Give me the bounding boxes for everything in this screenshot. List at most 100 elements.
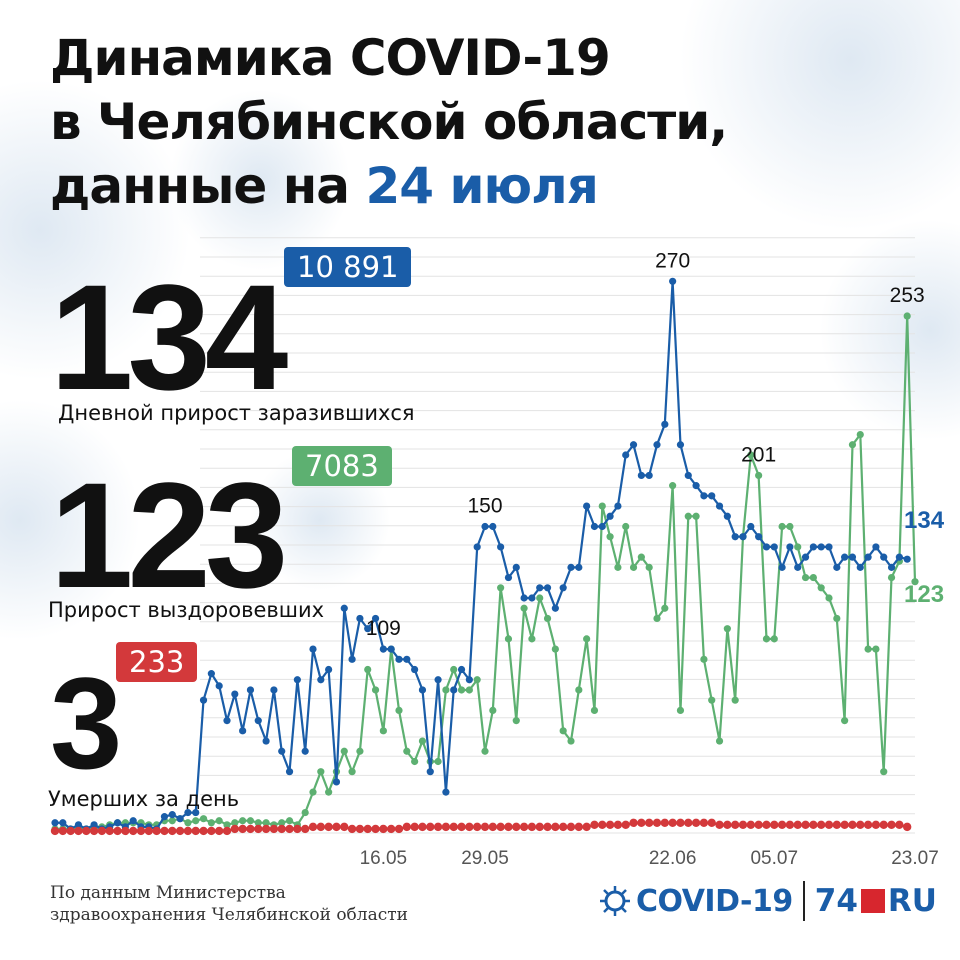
data-point [441,822,451,832]
data-point [481,522,489,531]
data-point [418,737,427,745]
data-point [450,686,458,694]
data-point [879,820,888,830]
data-point [551,645,559,653]
data-point [128,826,138,836]
data-point [207,670,215,678]
data-point [817,543,825,551]
data-point [755,533,763,541]
data-point [669,277,677,285]
data-point [817,584,825,592]
data-point [536,594,544,602]
data-point [434,757,442,766]
data-point [317,768,325,776]
data-point [746,820,756,830]
data-point [402,822,412,832]
data-point [637,553,645,561]
covid19-74ru-logo[interactable]: COVID-19 74 RU [598,878,937,924]
data-point [239,727,247,735]
data-point [715,502,724,510]
data-point [496,822,505,832]
data-label: 201 [741,443,776,466]
data-point [457,665,466,674]
data-point [684,512,692,520]
data-point [755,471,763,480]
infected-label: Дневной прирост заразившихся [58,401,415,425]
data-point [442,788,450,796]
infected-total-badge: 10 891 [284,247,412,287]
data-point [262,737,270,745]
data-point [700,655,708,663]
data-point [794,563,802,571]
data-point [637,471,645,480]
data-point [261,824,271,834]
data-point [864,553,872,561]
data-point [872,645,880,653]
x-tick-label: 05.07 [750,848,798,869]
data-point [223,717,231,725]
data-point [105,826,114,836]
data-point [856,430,864,439]
data-point [551,604,559,612]
data-point [324,822,333,832]
data-point [465,686,473,694]
source-line-2: здравоохранения Челябинской области [50,905,408,925]
data-point [841,717,849,725]
deaths-label: Умерших за день [48,787,240,811]
data-point [379,727,387,735]
data-point [606,533,614,541]
data-point [457,822,466,832]
data-point [152,826,161,836]
data-point [395,655,403,663]
data-point [207,819,215,827]
data-point [434,676,442,684]
data-point [449,822,458,832]
data-point [644,818,654,827]
data-point [325,665,333,674]
data-point [637,818,646,827]
data-point [246,824,255,834]
data-point [528,635,536,643]
data-point [199,696,208,704]
data-point [794,543,802,551]
data-point [371,824,380,834]
x-tick-label: 23.07 [891,848,939,869]
logo-ru-text: RU [887,883,937,919]
data-label: 253 [890,284,925,307]
data-point [465,676,473,684]
data-label: 270 [655,249,690,272]
data-point [903,312,911,320]
source-line-1: По данным Министерства [50,883,286,903]
data-point [723,625,731,633]
data-point [285,768,294,776]
data-point [528,594,536,602]
data-point [786,522,794,531]
data-point [309,645,317,653]
data-point [809,573,817,582]
data-point [543,614,552,623]
data-point [566,822,576,832]
data-point [411,757,419,766]
data-point [902,822,912,832]
data-point [473,676,481,684]
data-point [332,822,341,832]
data-point [418,686,427,694]
data-point [488,822,498,832]
data-point [731,696,739,704]
data-point [669,482,677,490]
data-point [715,737,724,745]
data-point [317,676,325,684]
data-point [301,747,309,755]
data-point [410,822,419,832]
data-point [629,563,638,571]
recovered-daily-value: 123 [50,451,288,619]
data-point [840,820,849,830]
data-point [215,682,223,690]
data-point [543,822,552,832]
data-point [364,665,372,674]
data-point [887,563,896,571]
data-point [418,822,427,832]
data-point [770,820,779,830]
data-point [684,818,693,827]
